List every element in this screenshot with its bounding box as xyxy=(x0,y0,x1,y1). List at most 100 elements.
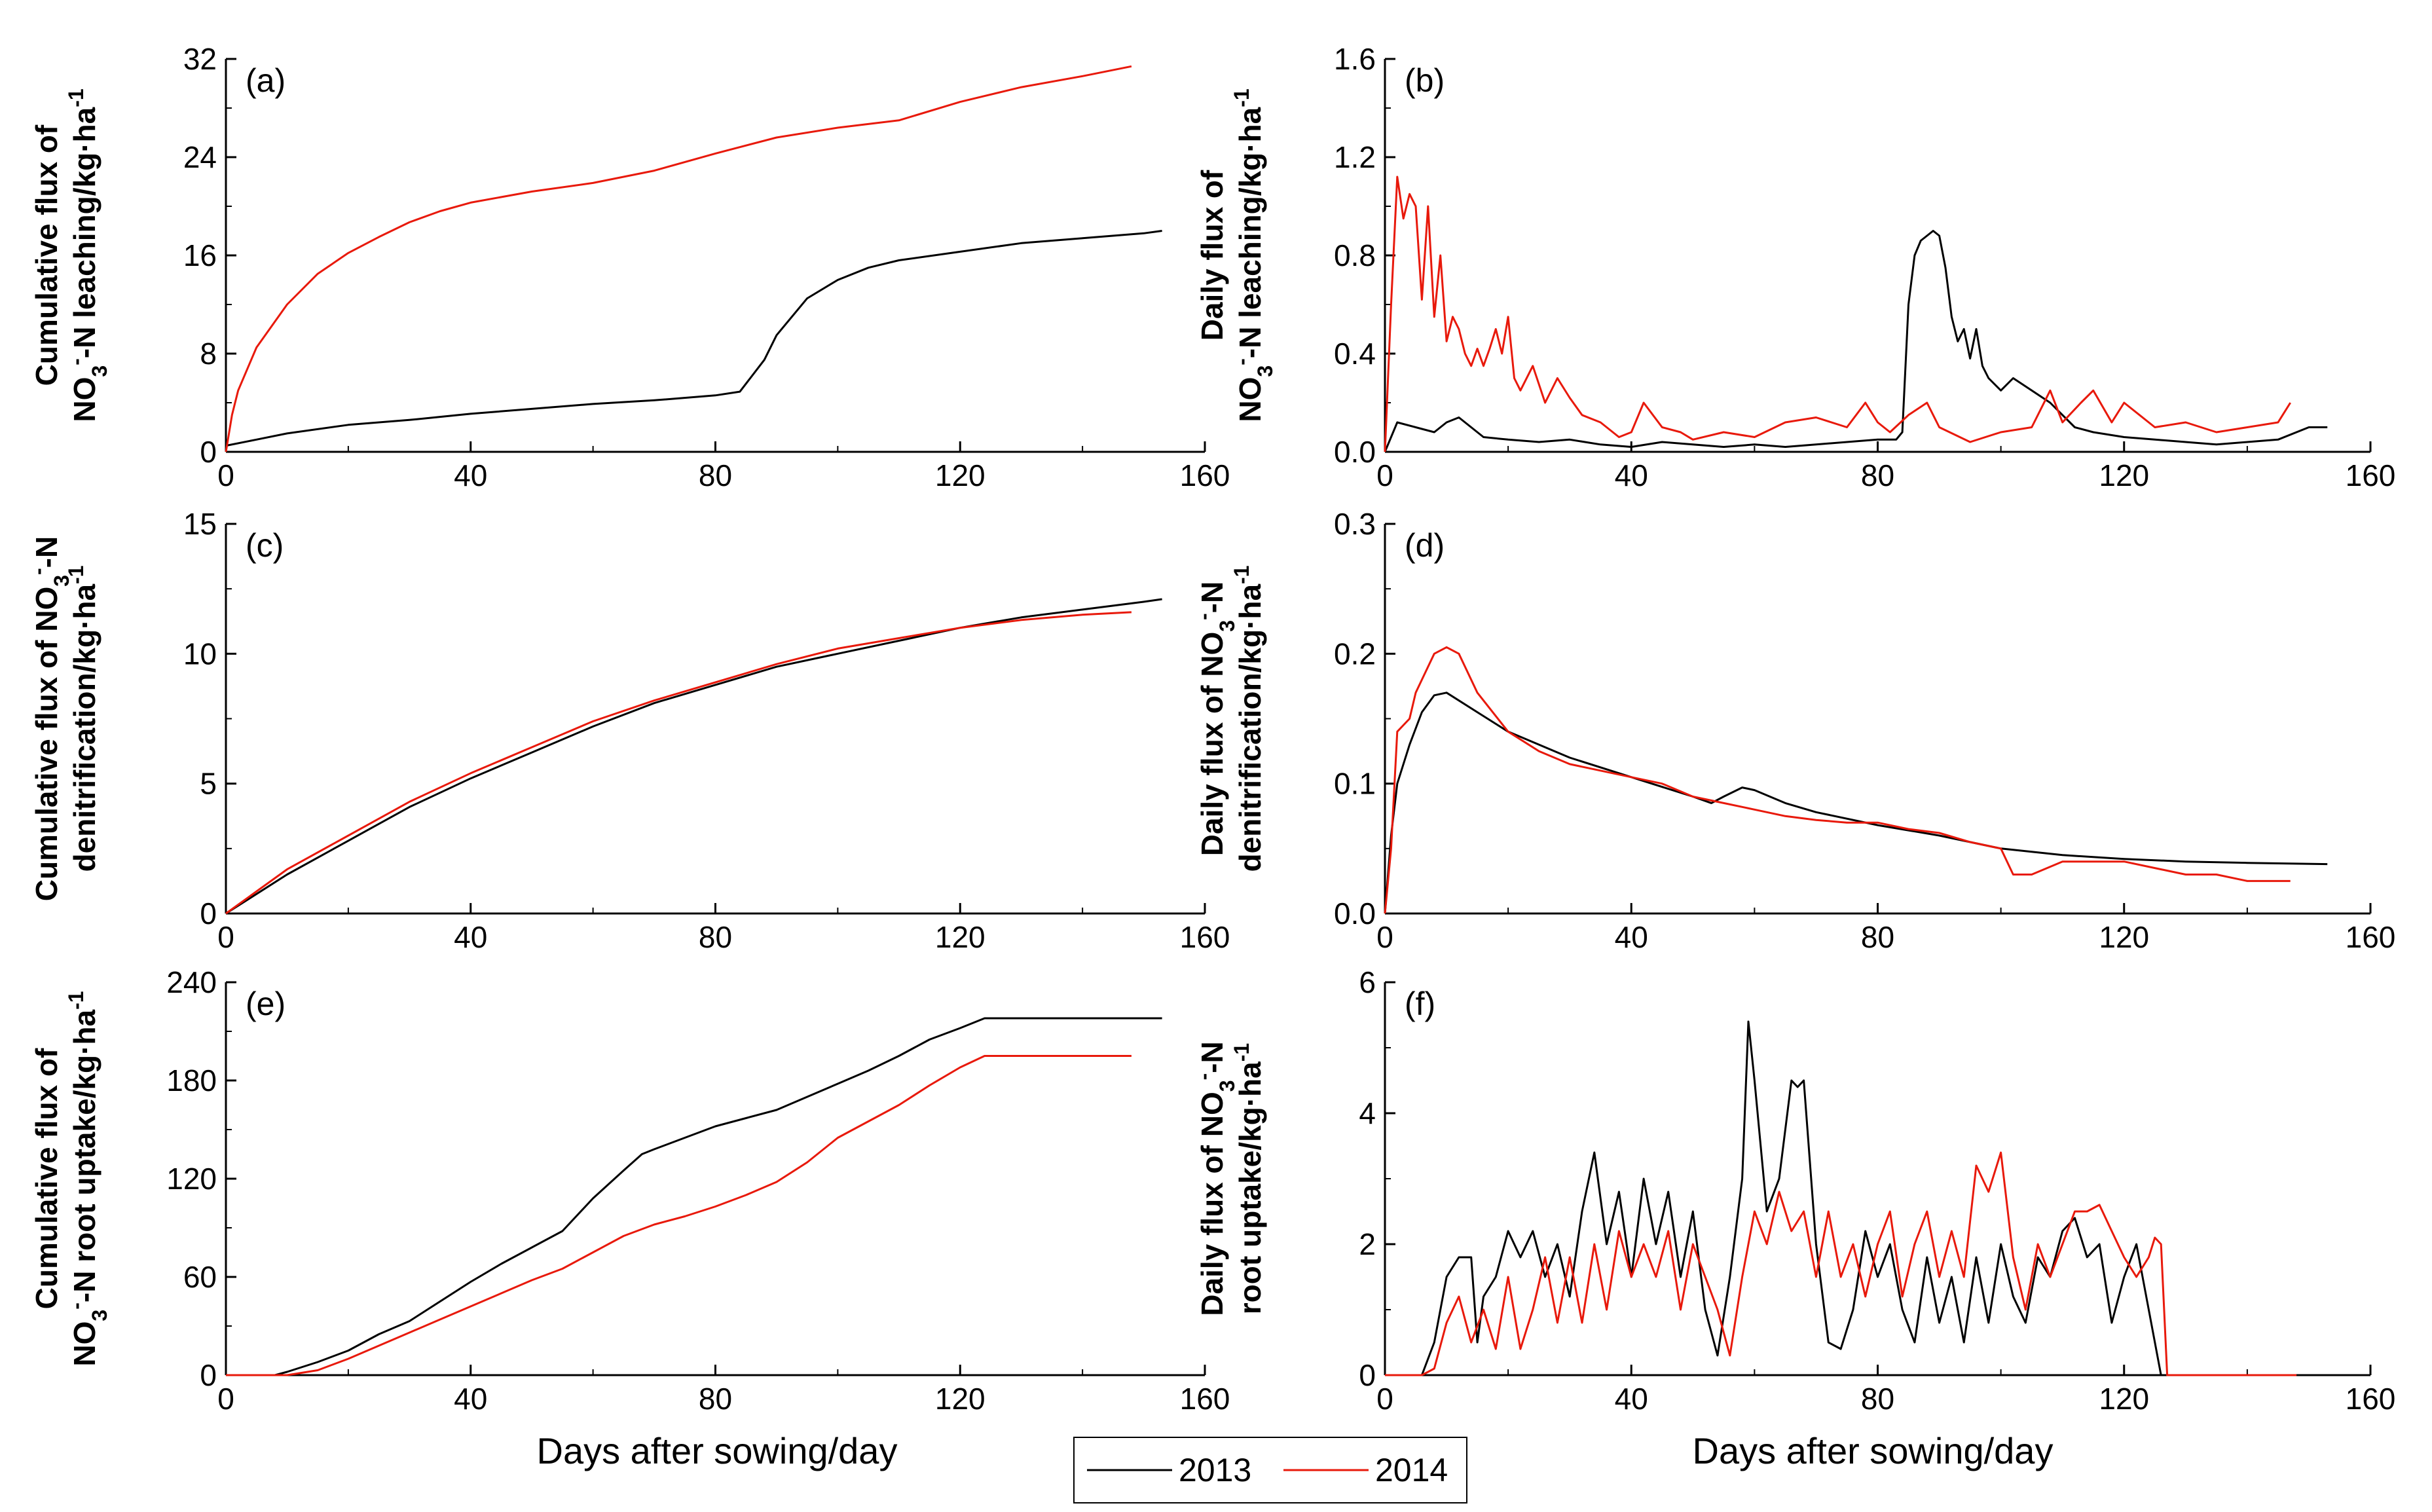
x-tick-label: 40 xyxy=(1615,458,1648,492)
y-tick-label: 8 xyxy=(200,337,217,371)
y-axis-title-line: Cumulative flux of NO3--N xyxy=(26,536,73,902)
series-line-2014 xyxy=(1384,175,2291,452)
x-tick-label: 40 xyxy=(454,920,487,954)
y-tick-label: 0.1 xyxy=(1334,767,1376,801)
series-line-2014 xyxy=(1385,1151,2297,1376)
y-axis-title-line: root uptake/kg·ha-1 xyxy=(1230,1043,1267,1314)
y-axis-title-line: Daily flux of NO3--N xyxy=(1192,1041,1239,1316)
y-tick-label: 6 xyxy=(1359,965,1376,999)
panel-c: 0 40 80 120 160 0 5 10 15 (c) Cumulative flux of N… xyxy=(26,507,1230,954)
x-tick-label: 0 xyxy=(1376,920,1393,954)
y-tick-label: 0.4 xyxy=(1334,337,1376,371)
x-tick-label: 40 xyxy=(454,458,487,492)
x-tick-label: 80 xyxy=(699,1382,732,1416)
y-axis-title-line: NO3--N root uptake/kg·ha-1 xyxy=(64,991,111,1366)
x-tick-label: 80 xyxy=(699,920,732,954)
series-line-2013 xyxy=(225,230,1162,447)
x-tick-label: 120 xyxy=(935,458,986,492)
x-tick-label: 160 xyxy=(1180,458,1230,492)
legend-label-2014: 2014 xyxy=(1375,1452,1448,1488)
x-tick-label: 120 xyxy=(935,920,986,954)
y-axis-title-line: denitrification/kg·ha-1 xyxy=(64,565,101,872)
panel-a: 0 40 80 120 160 0 8 16 24 32 (a) Cumulative flux of… xyxy=(29,42,1230,492)
x-axis-title-left: Days after sowing/day xyxy=(537,1430,898,1471)
x-tick-label: 120 xyxy=(2099,458,2149,492)
x-tick-label: 0 xyxy=(1376,458,1393,492)
y-tick-label: 16 xyxy=(183,238,217,272)
series-line-2014 xyxy=(1384,646,2291,914)
panel-b: 0 40 80 120 160 0.0 0.4 0.8 1.2 1.6 (b) Daily flux … xyxy=(1195,42,2395,492)
y-tick-label: 0.0 xyxy=(1334,435,1376,469)
panel-e: 0 40 80 120 160 0 60 120 180 240 (e) Cumulative flu… xyxy=(29,965,1230,1416)
y-axis-title-line: Cumulative flux of xyxy=(29,1048,64,1309)
y-tick-label: 1.6 xyxy=(1334,42,1376,76)
y-tick-label: 15 xyxy=(183,507,217,541)
y-tick-label: 10 xyxy=(183,636,217,671)
x-tick-label: 80 xyxy=(1861,1382,1894,1416)
x-tick-label: 120 xyxy=(2099,1382,2149,1416)
x-tick-label: 160 xyxy=(2346,920,2396,954)
x-tick-label: 120 xyxy=(935,1382,986,1416)
y-axis-title-line: NO3--N leaching/kg·ha-1 xyxy=(1230,88,1277,422)
y-tick-label: 2 xyxy=(1359,1227,1376,1261)
y-tick-label: 0.8 xyxy=(1334,238,1376,272)
y-tick-label: 0 xyxy=(200,896,217,931)
x-tick-label: 40 xyxy=(1615,920,1648,954)
panel-label: (a) xyxy=(246,62,286,99)
series-line-2013 xyxy=(225,598,1162,915)
y-tick-label: 0 xyxy=(200,435,217,469)
panel-d: 0 40 80 120 160 0.0 0.1 0.2 0.3 (d) Daily flux of … xyxy=(1192,507,2395,954)
x-tick-label: 160 xyxy=(1180,920,1230,954)
x-tick-label: 80 xyxy=(699,458,732,492)
x-tick-label: 0 xyxy=(1376,1382,1393,1416)
y-tick-label: 1.2 xyxy=(1334,140,1376,174)
y-tick-label: 180 xyxy=(166,1063,217,1097)
y-tick-label: 0 xyxy=(200,1358,217,1392)
y-tick-label: 240 xyxy=(166,965,217,999)
series-line-2014 xyxy=(226,1055,1132,1376)
series-line-2013 xyxy=(226,1017,1162,1376)
x-tick-label: 40 xyxy=(454,1382,487,1416)
y-tick-label: 0 xyxy=(1359,1358,1376,1392)
series-line-2013 xyxy=(1384,691,2328,914)
x-tick-label: 80 xyxy=(1861,920,1894,954)
legend-label-2013: 2013 xyxy=(1179,1452,1251,1488)
y-tick-label: 32 xyxy=(183,42,217,76)
x-tick-label: 0 xyxy=(217,1382,234,1416)
x-axis-title-right: Days after sowing/day xyxy=(1693,1430,2054,1471)
y-tick-label: 4 xyxy=(1359,1096,1376,1130)
y-axis-title-line: NO3--N leaching/kg·ha-1 xyxy=(64,88,111,422)
panel-label: (b) xyxy=(1405,62,1445,99)
x-tick-label: 0 xyxy=(217,920,234,954)
x-tick-label: 160 xyxy=(2346,1382,2396,1416)
y-tick-label: 120 xyxy=(166,1162,217,1196)
series-line-2013 xyxy=(1385,1020,2297,1376)
y-tick-label: 0.0 xyxy=(1334,896,1376,931)
y-axis-title-line: Daily flux of NO3--N xyxy=(1192,581,1239,857)
panel-label: (e) xyxy=(246,986,286,1022)
y-tick-label: 0.2 xyxy=(1334,636,1376,671)
panel-f: 0 40 80 120 160 0 2 4 6 (f) Daily flux of NO3--Nro… xyxy=(1192,965,2395,1416)
y-axis-title-line: denitrification/kg·ha-1 xyxy=(1230,565,1267,872)
x-tick-label: 80 xyxy=(1861,458,1894,492)
series-line-2014 xyxy=(225,65,1132,452)
panel-label: (d) xyxy=(1405,527,1445,564)
y-axis-title-line: Cumulative flux of xyxy=(29,124,64,386)
y-tick-label: 0.3 xyxy=(1334,507,1376,541)
series-line-2014 xyxy=(225,611,1132,915)
series-line-2013 xyxy=(1384,230,2328,452)
y-tick-label: 60 xyxy=(183,1260,217,1294)
y-tick-label: 5 xyxy=(200,767,217,801)
x-tick-label: 120 xyxy=(2099,920,2149,954)
y-axis-title-line: Daily flux of xyxy=(1195,170,1229,341)
x-tick-label: 0 xyxy=(217,458,234,492)
x-tick-label: 160 xyxy=(1180,1382,1230,1416)
x-tick-label: 160 xyxy=(2346,458,2396,492)
legend: 2013 2014 xyxy=(1073,1437,1467,1503)
panel-label: (f) xyxy=(1405,986,1435,1022)
panel-label: (c) xyxy=(246,527,284,564)
y-tick-label: 24 xyxy=(183,140,217,174)
x-tick-label: 40 xyxy=(1615,1382,1648,1416)
